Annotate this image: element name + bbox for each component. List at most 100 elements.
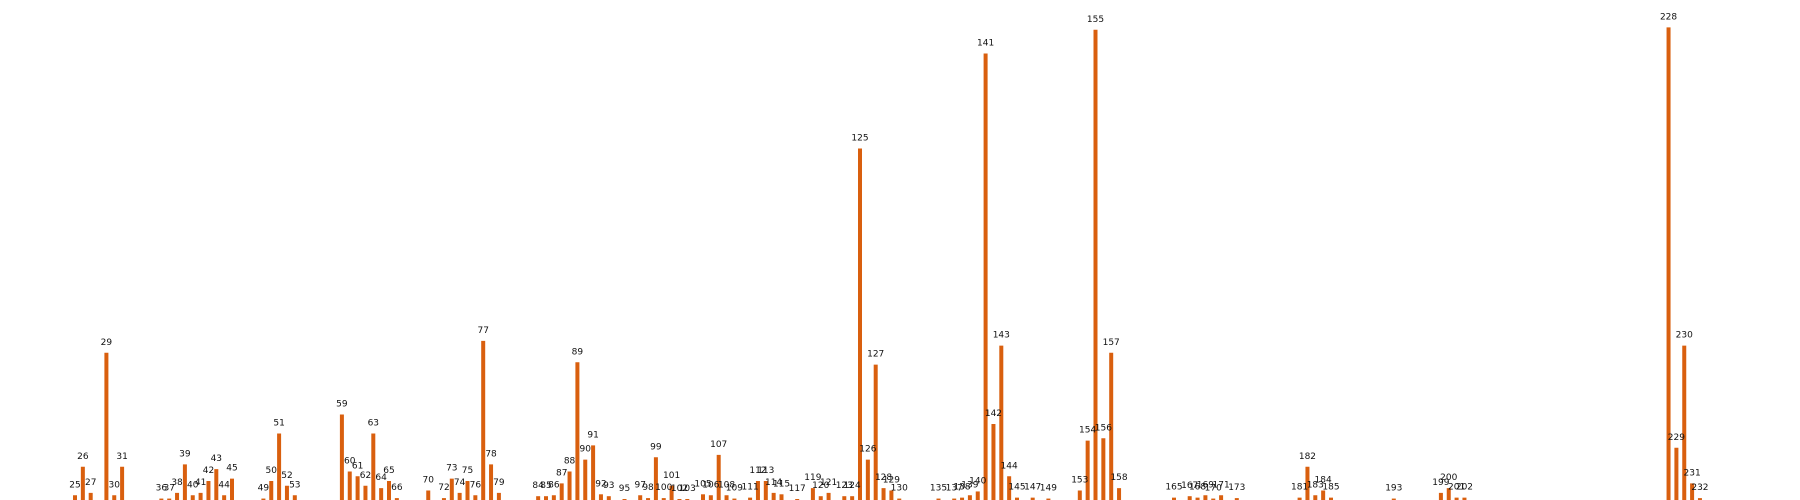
bar-label-100: 100 bbox=[655, 483, 672, 493]
bar-label-78: 78 bbox=[485, 449, 497, 459]
bar-label-232: 232 bbox=[1691, 483, 1708, 493]
bar-229 bbox=[1674, 447, 1679, 500]
bar-label-157: 157 bbox=[1103, 338, 1120, 348]
bar-label-91: 91 bbox=[587, 430, 598, 440]
bar-156 bbox=[1101, 438, 1106, 500]
bar-230 bbox=[1682, 345, 1687, 500]
bar-101 bbox=[669, 485, 674, 500]
bar-label-170: 170 bbox=[1205, 484, 1222, 494]
bar-89 bbox=[575, 362, 580, 500]
bar-51 bbox=[277, 433, 282, 500]
bar-100 bbox=[661, 498, 666, 500]
bar-label-38: 38 bbox=[171, 478, 183, 488]
bar-label-77: 77 bbox=[477, 326, 488, 336]
bar-label-138: 138 bbox=[953, 483, 970, 493]
bar-75 bbox=[465, 481, 470, 500]
bar-label-149: 149 bbox=[1040, 484, 1057, 494]
bar-87 bbox=[559, 483, 564, 500]
bar-label-26: 26 bbox=[77, 452, 89, 462]
bar-label-168: 168 bbox=[1189, 483, 1206, 493]
bar-52 bbox=[284, 485, 289, 500]
bar-label-40: 40 bbox=[187, 480, 199, 490]
bar-label-117: 117 bbox=[789, 484, 806, 494]
bar-40 bbox=[190, 495, 195, 500]
bar-label-173: 173 bbox=[1228, 483, 1245, 493]
bar-26 bbox=[80, 466, 85, 500]
bar-53 bbox=[292, 495, 297, 500]
bar-label-126: 126 bbox=[859, 445, 876, 455]
bar-label-231: 231 bbox=[1684, 468, 1701, 478]
bar-119 bbox=[810, 488, 815, 500]
bar-label-84: 84 bbox=[532, 481, 544, 491]
bar-label-119: 119 bbox=[804, 473, 821, 483]
bar-41 bbox=[198, 492, 203, 500]
bar-170 bbox=[1211, 498, 1216, 500]
bar-label-139: 139 bbox=[961, 480, 978, 490]
bar-label-79: 79 bbox=[493, 478, 505, 488]
bar-66 bbox=[394, 498, 399, 500]
bar-142 bbox=[991, 424, 996, 500]
bar-70 bbox=[426, 490, 431, 500]
bar-144 bbox=[1007, 476, 1012, 500]
bar-85 bbox=[544, 496, 548, 500]
bar-107 bbox=[716, 454, 721, 500]
bar-label-102: 102 bbox=[671, 484, 688, 494]
bar-143 bbox=[999, 345, 1004, 500]
bar-60 bbox=[347, 471, 352, 500]
bar-label-65: 65 bbox=[383, 466, 394, 476]
bar-label-66: 66 bbox=[391, 483, 403, 493]
bar-label-42: 42 bbox=[203, 466, 214, 476]
bar-199 bbox=[1438, 492, 1443, 500]
bar-31 bbox=[120, 466, 125, 500]
bar-label-155: 155 bbox=[1087, 15, 1104, 25]
bar-label-62: 62 bbox=[360, 471, 371, 481]
bar-label-125: 125 bbox=[851, 134, 868, 144]
bar-label-105: 105 bbox=[694, 479, 711, 489]
bar-label-72: 72 bbox=[438, 483, 449, 493]
bar-label-41: 41 bbox=[195, 478, 206, 488]
bar-183 bbox=[1313, 495, 1318, 500]
bar-201 bbox=[1454, 497, 1459, 500]
bar-label-74: 74 bbox=[454, 478, 466, 488]
bar-125 bbox=[858, 148, 862, 500]
bar-157 bbox=[1109, 352, 1114, 500]
bar-label-73: 73 bbox=[446, 464, 457, 474]
bar-139 bbox=[967, 495, 972, 500]
bar-167 bbox=[1187, 496, 1192, 500]
bar-label-30: 30 bbox=[109, 480, 121, 490]
bar-185 bbox=[1329, 497, 1333, 500]
bar-label-45: 45 bbox=[226, 464, 237, 474]
bar-label-229: 229 bbox=[1668, 433, 1685, 443]
bar-label-140: 140 bbox=[969, 476, 986, 486]
bar-91 bbox=[591, 445, 596, 500]
bar-label-29: 29 bbox=[101, 338, 113, 348]
bar-228 bbox=[1666, 27, 1671, 500]
bar-129 bbox=[889, 490, 894, 500]
bar-label-101: 101 bbox=[663, 471, 680, 481]
bar-193 bbox=[1391, 498, 1396, 500]
bar-label-228: 228 bbox=[1660, 12, 1677, 22]
bar-label-181: 181 bbox=[1291, 483, 1308, 493]
bar-140 bbox=[975, 491, 980, 500]
bar-label-199: 199 bbox=[1432, 478, 1449, 488]
bar-label-63: 63 bbox=[368, 419, 379, 429]
bar-label-103: 103 bbox=[679, 484, 696, 494]
bars-layer bbox=[73, 27, 1702, 500]
bar-25 bbox=[73, 495, 77, 500]
bar-label-145: 145 bbox=[1008, 483, 1025, 493]
bar-59 bbox=[339, 414, 344, 500]
bar-label-36: 36 bbox=[156, 484, 168, 494]
bar-121 bbox=[826, 492, 831, 500]
bar-181 bbox=[1297, 497, 1302, 500]
bar-label-39: 39 bbox=[179, 449, 191, 459]
bar-78 bbox=[489, 464, 494, 500]
bar-label-156: 156 bbox=[1095, 423, 1112, 433]
bar-50 bbox=[269, 481, 274, 500]
bar-130 bbox=[897, 498, 902, 500]
bar-label-121: 121 bbox=[820, 478, 837, 488]
bar-label-64: 64 bbox=[375, 473, 387, 483]
bar-label-93: 93 bbox=[603, 481, 614, 491]
bar-label-153: 153 bbox=[1071, 476, 1088, 486]
bar-label-142: 142 bbox=[985, 409, 1002, 419]
bar-76 bbox=[473, 495, 478, 500]
